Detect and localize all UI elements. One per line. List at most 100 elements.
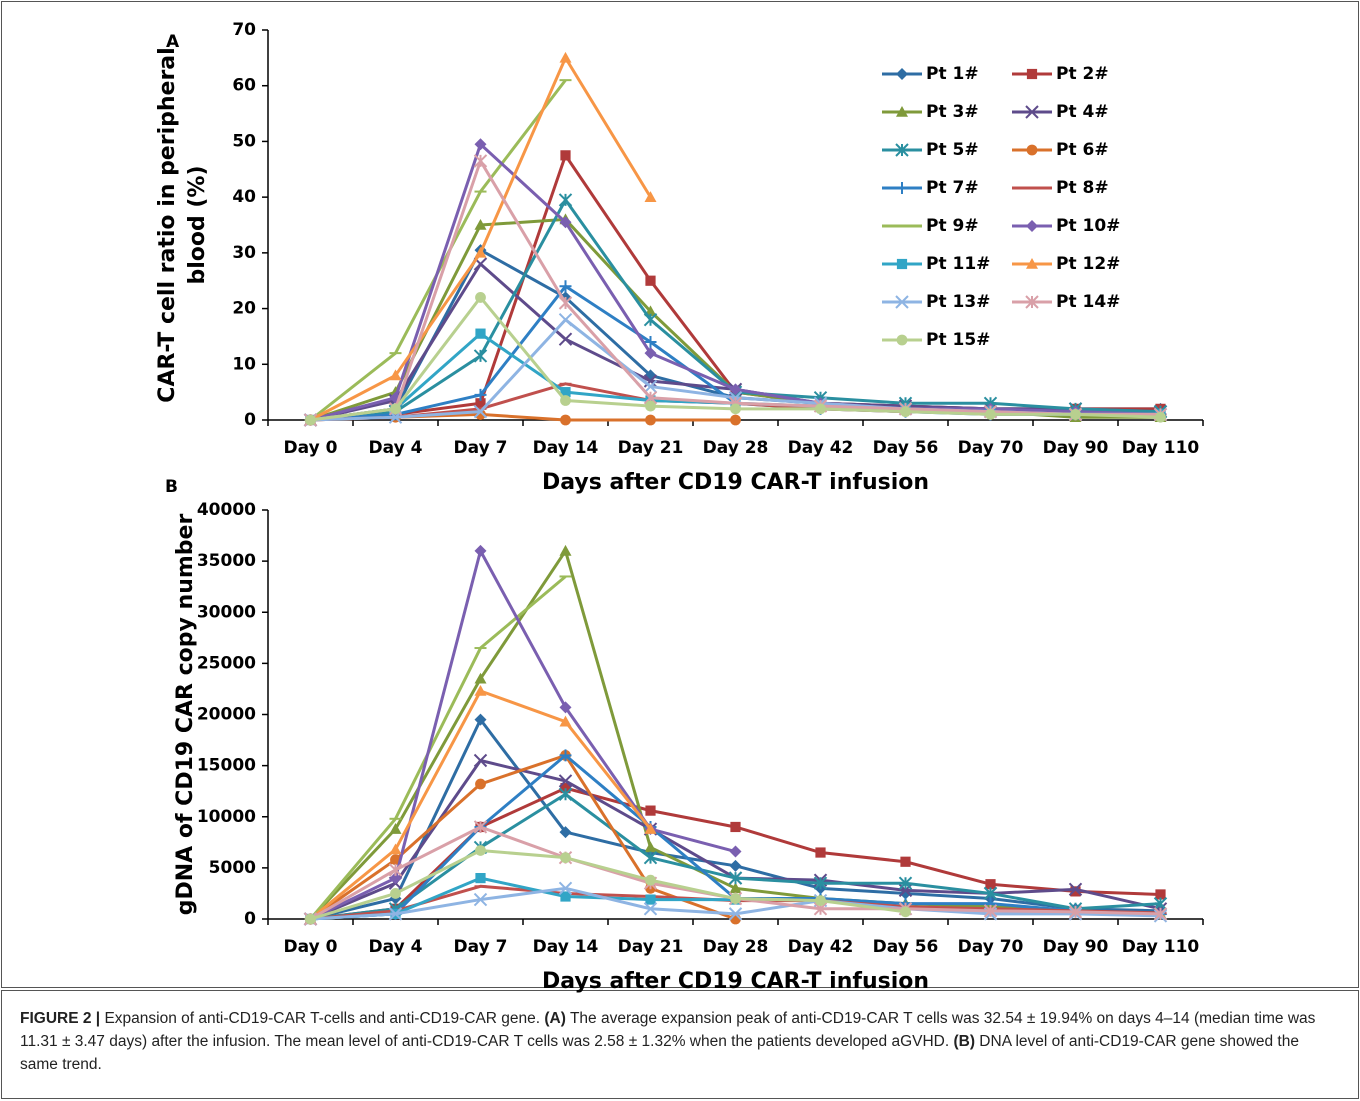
y-axis-title: blood (%) — [185, 165, 210, 284]
legend-label: Pt 8# — [1056, 178, 1109, 198]
marker — [475, 398, 486, 409]
panel-label: B — [165, 477, 178, 497]
y-axis-title: CAR-T cell ratio in peripheral — [155, 47, 180, 402]
marker — [815, 847, 826, 858]
marker — [558, 193, 573, 207]
marker — [729, 845, 742, 858]
marker — [1026, 144, 1038, 156]
marker — [1070, 886, 1081, 897]
marker — [559, 280, 572, 293]
marker — [389, 872, 402, 885]
marker — [305, 913, 316, 925]
marker — [900, 906, 911, 918]
marker — [558, 332, 573, 346]
x-axis-title: Days after CD19 CAR-T infusion — [542, 969, 929, 994]
x-tick-label: Day 14 — [533, 937, 599, 957]
y-tick-label: 30000 — [197, 602, 256, 622]
series-line — [310, 159, 1161, 422]
caption-text: DNA level of anti-CD19-CAR gene showed t… — [20, 1033, 1299, 1073]
marker — [730, 893, 741, 904]
x-tick-label: Day 70 — [958, 937, 1024, 957]
marker — [643, 902, 658, 916]
marker — [559, 51, 572, 63]
marker — [985, 879, 996, 890]
y-tick-label: 20 — [232, 299, 256, 319]
x-tick-label: Day 7 — [454, 937, 508, 957]
marker — [1153, 896, 1168, 911]
x-tick-label: Day 4 — [369, 438, 423, 458]
marker — [1153, 907, 1168, 921]
caption-text: The average expansion peak of anti-CD19-… — [20, 1010, 1316, 1050]
legend-label: Pt 10# — [1056, 216, 1120, 236]
marker — [1068, 905, 1083, 919]
x-tick-label: Day 28 — [703, 438, 769, 458]
marker — [558, 787, 573, 801]
marker — [560, 414, 571, 426]
marker — [388, 907, 403, 921]
y-tick-label: 10000 — [197, 807, 256, 827]
marker — [728, 871, 743, 885]
marker — [644, 191, 657, 202]
x-tick-label: Day 56 — [873, 438, 939, 458]
y-tick-label: 5000 — [209, 858, 256, 878]
caption-frame — [1, 990, 1359, 1099]
series-line — [310, 848, 906, 921]
marker — [475, 873, 486, 884]
marker — [389, 823, 402, 834]
marker — [559, 715, 572, 727]
marker — [305, 414, 316, 426]
marker — [559, 826, 572, 839]
marker — [985, 409, 996, 420]
marker — [645, 894, 656, 905]
series-line — [309, 56, 652, 422]
marker — [474, 544, 487, 557]
marker — [389, 843, 402, 855]
legend-label: Pt 6# — [1056, 140, 1109, 160]
marker — [560, 387, 571, 398]
series-line — [309, 79, 567, 422]
caption-panel: (A) — [544, 1010, 566, 1027]
y-tick-label: 25000 — [197, 653, 256, 673]
marker — [388, 863, 403, 877]
legend-label: Pt 7# — [926, 178, 979, 198]
marker — [730, 414, 741, 426]
marker — [475, 328, 486, 339]
figure-frame — [1, 1, 1359, 988]
marker — [1026, 220, 1038, 232]
marker — [729, 383, 742, 396]
marker — [644, 841, 657, 853]
marker — [896, 334, 908, 346]
series-line — [309, 575, 567, 920]
marker — [643, 379, 658, 394]
marker — [473, 349, 488, 363]
marker — [473, 892, 488, 907]
caption-panel: (B) — [953, 1033, 975, 1050]
marker — [644, 336, 657, 348]
caption: FIGURE 2 | Expansion of anti-CD19-CAR T-… — [20, 1007, 1340, 1076]
marker — [559, 544, 572, 556]
y-tick-label: 30 — [232, 243, 256, 263]
x-tick-label: Day 0 — [284, 438, 338, 458]
marker — [559, 701, 572, 714]
marker — [896, 68, 908, 80]
marker — [645, 275, 656, 286]
marker — [645, 400, 656, 412]
marker — [560, 395, 571, 406]
marker — [475, 845, 486, 856]
marker — [898, 876, 913, 890]
y-tick-label: 0 — [244, 410, 256, 430]
y-axis-title: gDNA of CD19 CAR copy number — [173, 514, 198, 916]
x-axis-title: Days after CD19 CAR-T infusion — [542, 470, 929, 495]
x-tick-label: Day 110 — [1122, 937, 1200, 957]
y-tick-label: 40000 — [197, 500, 256, 520]
x-tick-label: Day 90 — [1043, 438, 1109, 458]
y-tick-label: 60 — [232, 76, 256, 96]
legend-label: Pt 3# — [926, 102, 979, 122]
marker — [560, 150, 571, 161]
x-tick-label: Day 21 — [618, 438, 684, 458]
y-tick-label: 70 — [232, 20, 256, 40]
marker — [474, 672, 487, 684]
marker — [728, 907, 743, 921]
panel-label: A — [166, 32, 180, 52]
